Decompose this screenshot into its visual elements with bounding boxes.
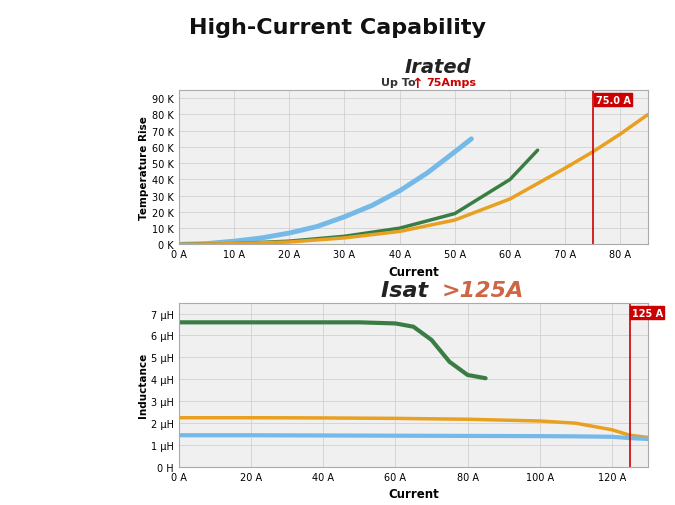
- Text: High-Current Capability: High-Current Capability: [189, 18, 486, 38]
- Y-axis label: Temperature Rise: Temperature Rise: [139, 116, 149, 220]
- X-axis label: Current: Current: [388, 265, 439, 278]
- Text: Irated: Irated: [405, 58, 472, 77]
- Text: 125 A: 125 A: [632, 308, 663, 318]
- Text: 75.0 A: 75.0 A: [595, 95, 630, 106]
- Text: >125A: >125A: [442, 280, 524, 300]
- X-axis label: Current: Current: [388, 487, 439, 500]
- Y-axis label: Inductance: Inductance: [138, 352, 148, 418]
- Text: Up To: Up To: [381, 78, 424, 88]
- Text: ↑: ↑: [411, 77, 423, 91]
- Text: 75Amps: 75Amps: [427, 78, 477, 88]
- Text: Isat: Isat: [381, 280, 436, 300]
